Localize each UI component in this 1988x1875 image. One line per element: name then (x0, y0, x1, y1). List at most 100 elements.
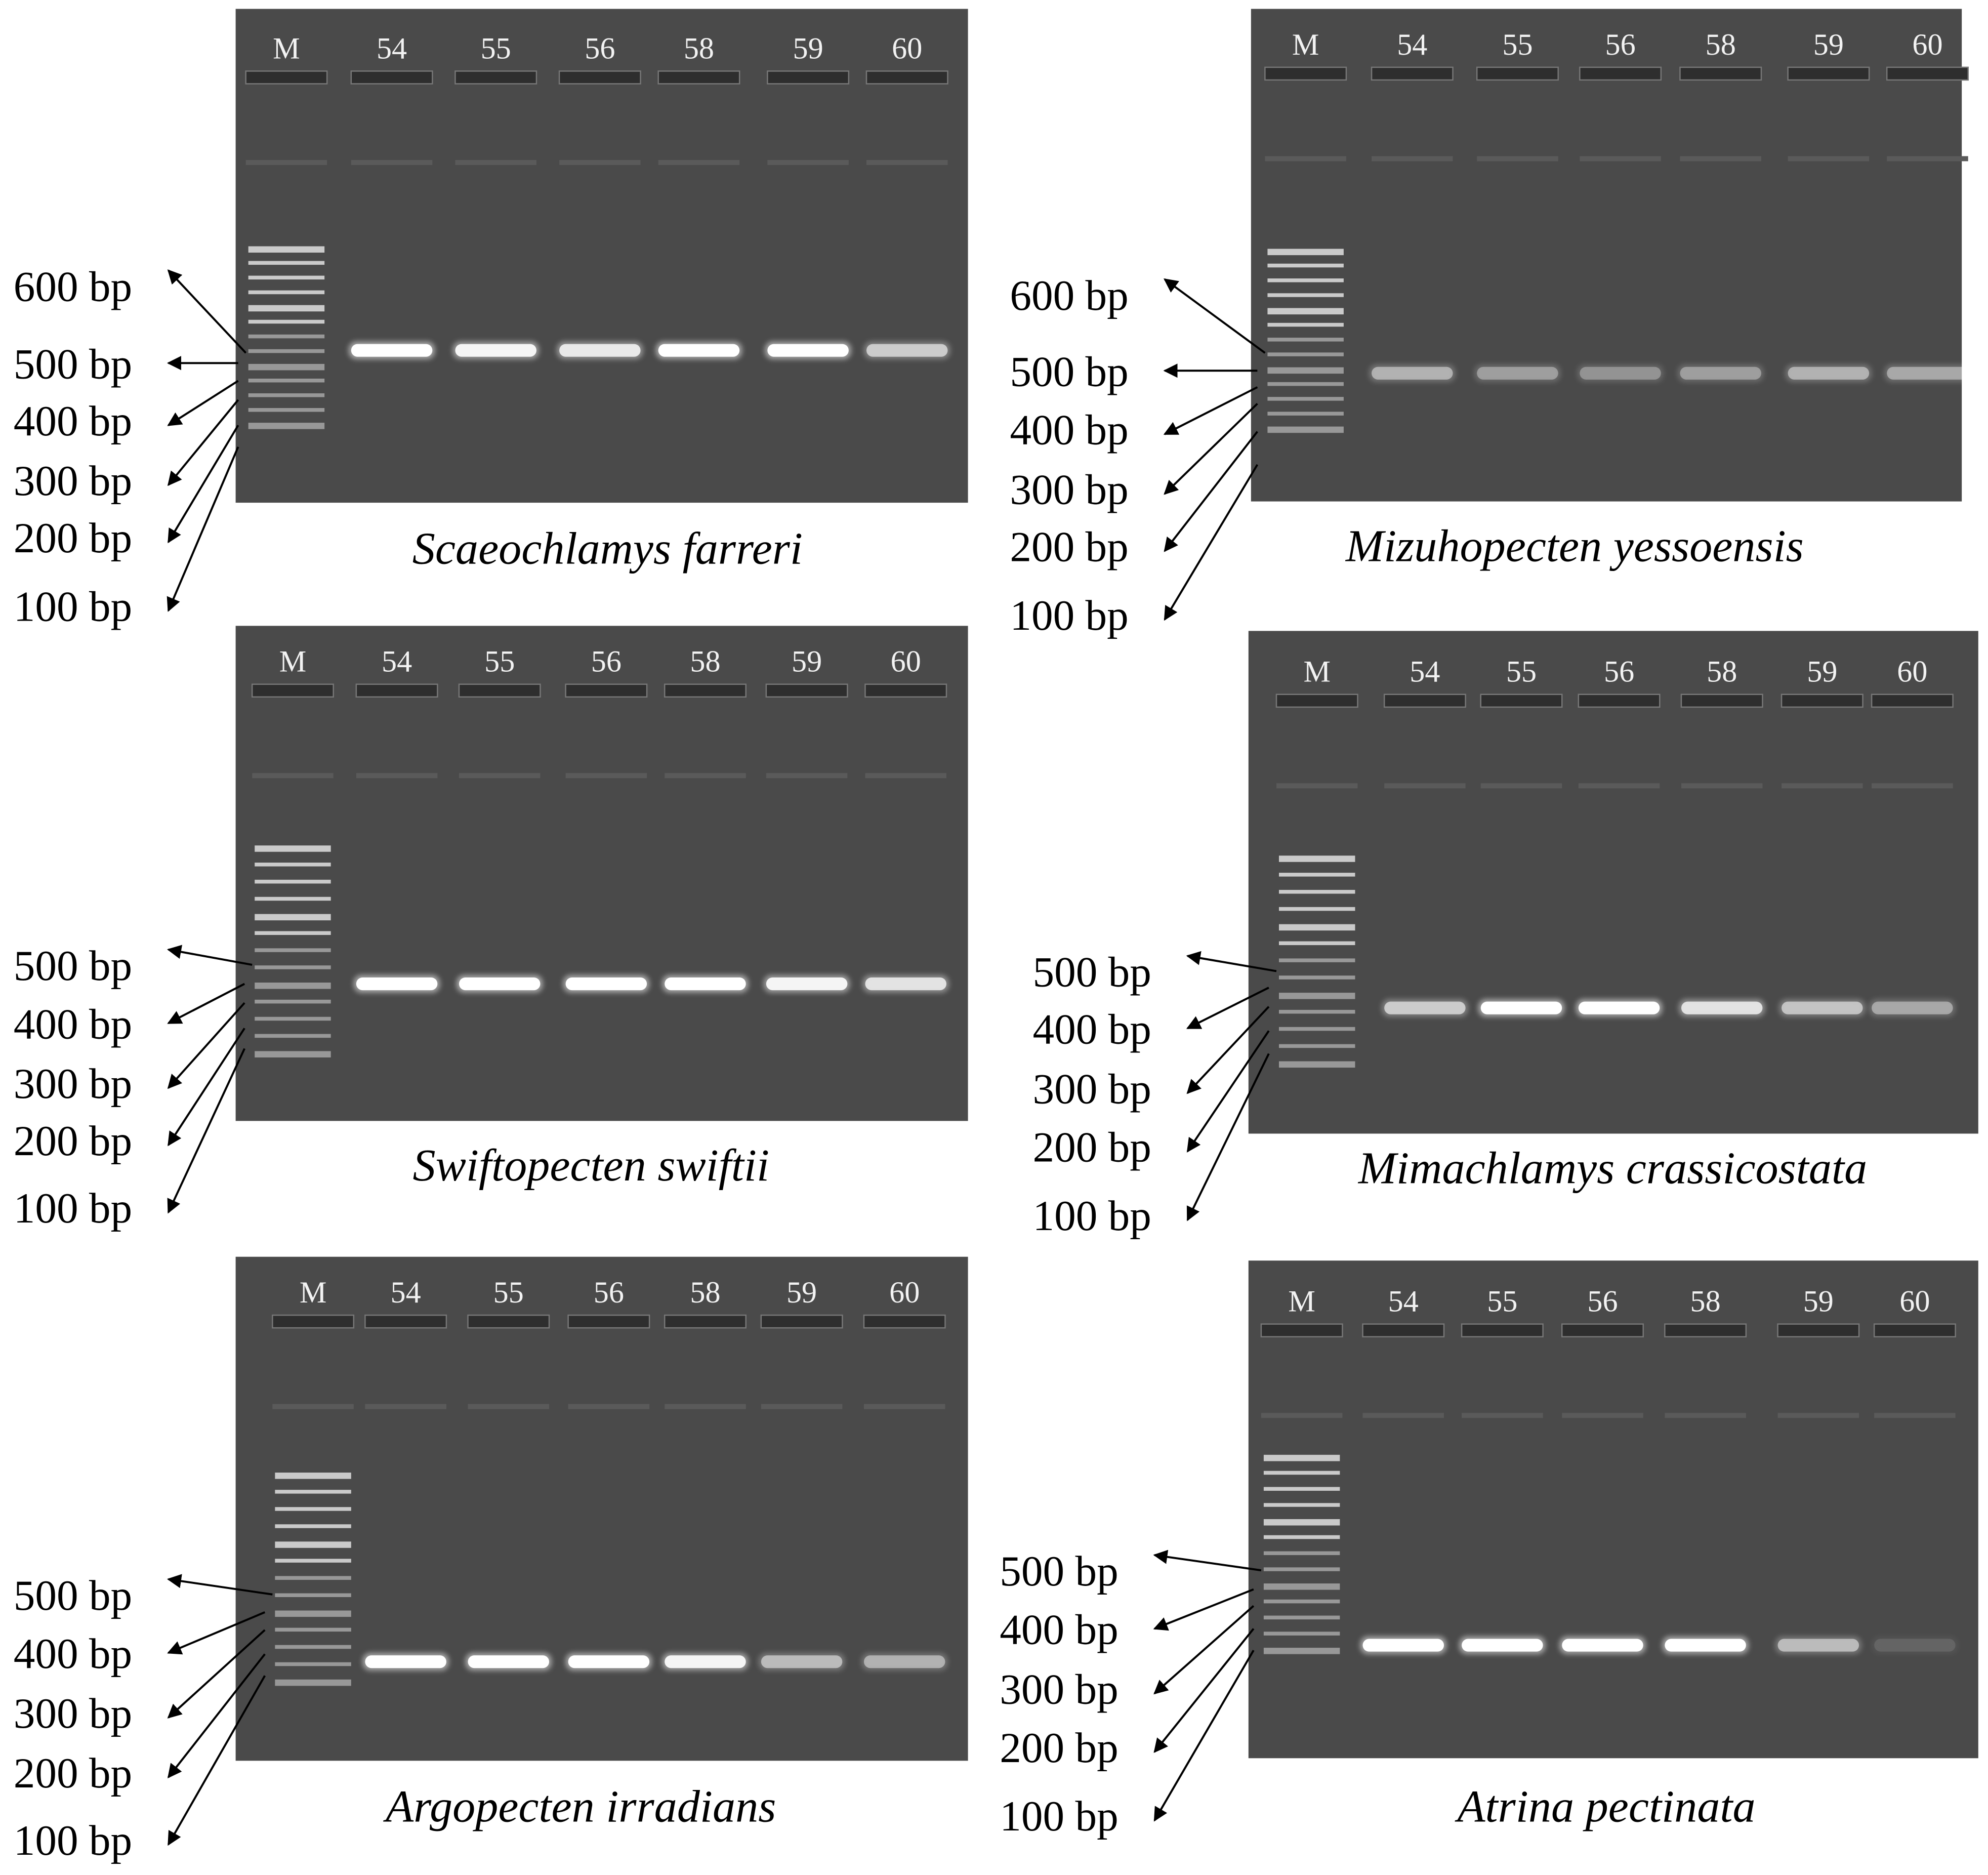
faint-band (665, 773, 746, 779)
ladder-band (1267, 308, 1344, 315)
lane-label: 56 (585, 31, 615, 65)
band (1680, 366, 1761, 380)
faint-band (245, 159, 327, 166)
well (1873, 1323, 1956, 1337)
gel-panel: M 54 55 56 58 59 60 (235, 626, 968, 1121)
well (1680, 694, 1763, 708)
faint-band (568, 1404, 650, 1409)
well (1777, 1323, 1860, 1337)
ladder-band (255, 914, 331, 921)
faint-band (1680, 156, 1761, 161)
ladder-band (1263, 1551, 1340, 1556)
ladder-band (1263, 1567, 1340, 1571)
faint-band (665, 1404, 746, 1409)
lane-label: 58 (1690, 1285, 1721, 1319)
lane-label: 56 (1604, 655, 1634, 689)
faint-band (455, 159, 536, 166)
size-label: 100 bp (1010, 592, 1128, 639)
gel (1251, 9, 1962, 502)
ladder-band (248, 363, 325, 371)
faint-band (1462, 1413, 1543, 1418)
size-label: 300 bp (1000, 1665, 1118, 1713)
lane-label: 60 (891, 645, 921, 679)
size-label: 300 bp (14, 457, 132, 505)
band-glow (1884, 364, 1971, 382)
well (1480, 694, 1563, 708)
arrow (1163, 386, 1258, 435)
ladder-band (1278, 907, 1355, 911)
ladder-band (1267, 382, 1344, 386)
well (467, 1314, 550, 1329)
band (1462, 1639, 1543, 1652)
size-label: 500 bp (14, 340, 132, 388)
lane-label: 54 (1397, 28, 1427, 62)
species-name: Mizuhopecten yessoensis (1345, 520, 1804, 571)
ladder-band (275, 1507, 351, 1511)
faint-band (459, 773, 541, 779)
ladder-band (1278, 975, 1355, 980)
ladder-band (275, 1593, 351, 1598)
size-label: 400 bp (14, 397, 132, 445)
well (1787, 66, 1870, 81)
size-label: 400 bp (1010, 406, 1128, 454)
lane-label: 58 (690, 645, 720, 679)
lane-label: 60 (1899, 1285, 1930, 1319)
well (1780, 694, 1863, 708)
band (1477, 366, 1558, 380)
band (865, 977, 946, 991)
ladder-band (1267, 249, 1344, 256)
band-glow (1474, 364, 1561, 382)
arrow (168, 1028, 245, 1147)
lane-label: 54 (377, 31, 407, 65)
arrow (1153, 1605, 1255, 1695)
size-label: 500 bp (14, 942, 132, 990)
band (568, 1655, 650, 1668)
lane-label: 59 (1807, 655, 1837, 689)
faint-band (863, 1404, 945, 1409)
lane-label: 54 (1410, 655, 1440, 689)
ladder-band (1278, 1044, 1355, 1048)
band-glow (1577, 364, 1664, 382)
ladder-band (1263, 1599, 1340, 1604)
ladder-band (275, 1490, 351, 1494)
size-label: 100 bp (1000, 1792, 1118, 1840)
faint-band (351, 159, 433, 166)
band (766, 977, 848, 991)
band (761, 1655, 843, 1668)
well (1664, 1323, 1747, 1337)
arrow (167, 1653, 266, 1779)
band-glow (1872, 1636, 1958, 1654)
well (565, 683, 648, 698)
ladder-band (255, 1016, 331, 1021)
band (1580, 366, 1661, 380)
well (1871, 694, 1954, 708)
faint-band (1362, 1413, 1444, 1418)
ladder-band (1278, 1061, 1355, 1068)
size-label: 200 bp (1000, 1724, 1118, 1772)
band (658, 344, 740, 357)
lane-label: 58 (690, 1276, 720, 1310)
ladder-band (1263, 1503, 1340, 1507)
band (1788, 366, 1870, 380)
band (1665, 1639, 1746, 1652)
ladder-band (1267, 322, 1344, 327)
faint-band (559, 159, 641, 166)
ladder-band (255, 999, 331, 1004)
size-label: 400 bp (1000, 1606, 1118, 1654)
size-label: 200 bp (1010, 523, 1128, 570)
lane-label: 56 (594, 1276, 624, 1310)
band (1480, 1001, 1562, 1014)
size-label: 100 bp (14, 583, 132, 630)
species-name: Swiftopecten swiftii (413, 1140, 770, 1191)
ladder-band (1267, 367, 1344, 374)
ladder-band (1263, 1471, 1340, 1475)
well (1476, 66, 1559, 81)
ladder-band (255, 948, 331, 952)
gel (1248, 631, 1978, 1134)
ladder-band (1278, 924, 1355, 931)
ladder-band (255, 983, 331, 989)
gel-panel: M 54 55 56 58 59 60 (1251, 9, 1971, 502)
ladder-band (248, 378, 325, 383)
ladder-band (255, 965, 331, 969)
well (458, 683, 541, 698)
